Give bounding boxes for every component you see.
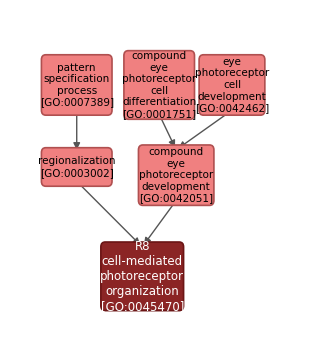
FancyBboxPatch shape: [41, 148, 112, 186]
FancyBboxPatch shape: [138, 145, 214, 206]
FancyBboxPatch shape: [199, 55, 265, 115]
Text: eye
photoreceptor
cell
development
[GO:0042462]: eye photoreceptor cell development [GO:0…: [195, 57, 269, 113]
Text: pattern
specification
process
[GO:0007389]: pattern specification process [GO:000738…: [40, 62, 114, 107]
Text: R8
cell-mediated
photoreceptor
organization
[GO:0045470]: R8 cell-mediated photoreceptor organizat…: [100, 240, 184, 313]
Text: compound
eye
photoreceptor
development
[GO:0042051]: compound eye photoreceptor development […: [139, 147, 213, 203]
Text: regionalization
[GO:0003002]: regionalization [GO:0003002]: [38, 156, 115, 178]
Text: compound
eye
photoreceptor
cell
differentiation
[GO:0001751]: compound eye photoreceptor cell differen…: [122, 51, 196, 119]
FancyBboxPatch shape: [124, 51, 194, 119]
FancyBboxPatch shape: [101, 242, 184, 311]
FancyBboxPatch shape: [41, 55, 112, 115]
